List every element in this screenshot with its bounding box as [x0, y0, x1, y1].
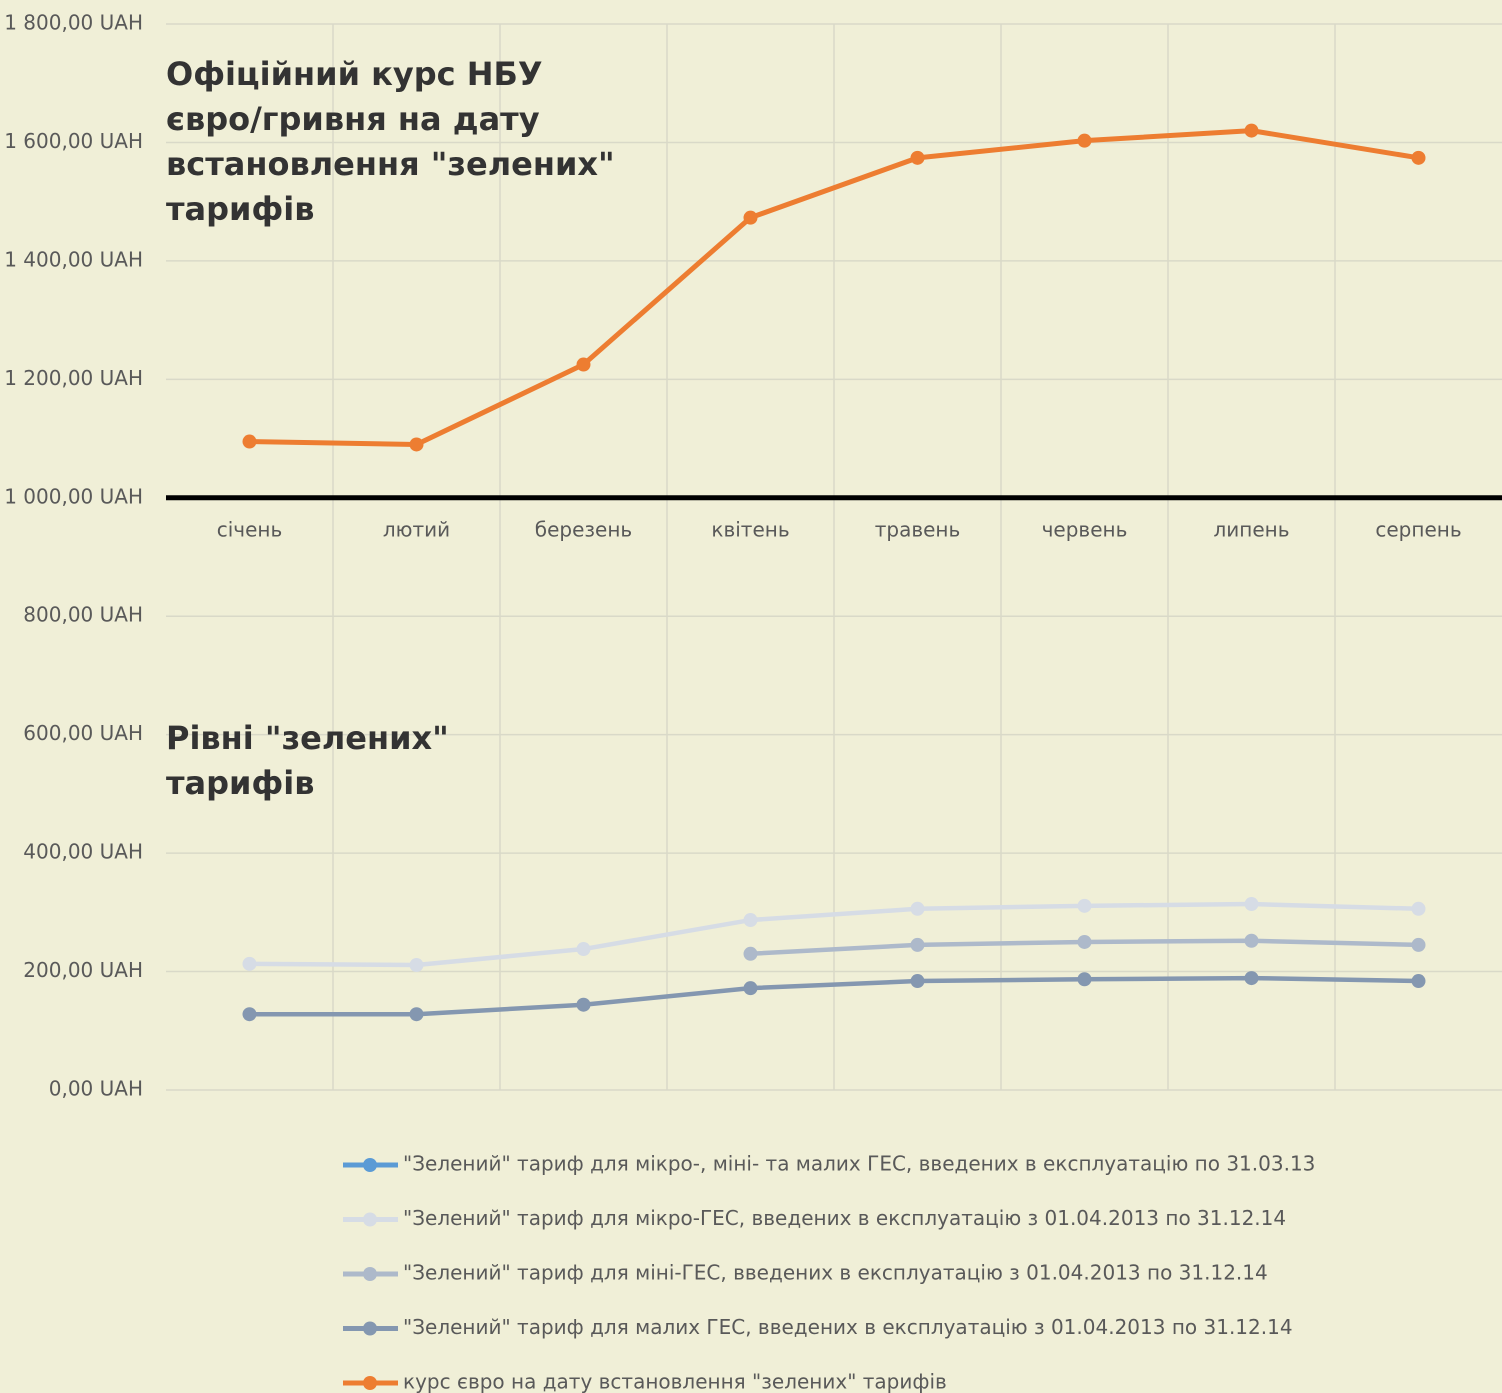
series-marker — [1411, 901, 1426, 916]
legend-marker — [363, 1158, 377, 1172]
series-marker — [910, 974, 925, 989]
series-marker — [743, 981, 758, 996]
series-marker — [242, 956, 257, 971]
x-tick-label: червень — [1042, 517, 1128, 541]
series-marker — [1411, 937, 1426, 952]
series-marker — [1077, 934, 1092, 949]
x-tick-label: травень — [875, 517, 961, 541]
series-marker — [910, 901, 925, 916]
series-marker — [1244, 971, 1259, 986]
annotation: євро/гривня на дату — [166, 100, 540, 138]
series-marker — [409, 958, 424, 973]
series-marker — [576, 997, 591, 1012]
legend-marker — [363, 1212, 377, 1227]
series-marker — [910, 937, 925, 952]
y-tick-label: 1 000,00 UAH — [4, 484, 143, 508]
series-marker — [242, 1007, 257, 1022]
series-marker — [1077, 972, 1092, 987]
legend-label: "Зелений" тариф для малих ГЕС, введених … — [403, 1315, 1293, 1339]
y-tick-label: 0,00 UAH — [49, 1077, 143, 1101]
annotation: встановлення "зелених" — [166, 145, 615, 183]
legend-label: "Зелений" тариф для мікро-ГЕС, введених … — [403, 1206, 1286, 1230]
x-tick-label: липень — [1213, 517, 1289, 541]
x-tick-label: лютий — [383, 517, 450, 541]
y-tick-label: 600,00 UAH — [23, 721, 143, 745]
annotation: Рівні "зелених" — [166, 719, 449, 757]
series-marker — [743, 913, 758, 928]
y-tick-label: 800,00 UAH — [23, 603, 143, 627]
series-marker — [1077, 898, 1092, 913]
legend-marker — [363, 1376, 377, 1390]
legend-marker — [363, 1267, 377, 1281]
y-tick-label: 1 800,00 UAH — [4, 11, 143, 35]
legend-label: "Зелений" тариф для міні-ГЕС, введених в… — [403, 1261, 1268, 1285]
x-tick-label: серпень — [1375, 517, 1461, 541]
series-marker — [1244, 933, 1259, 948]
series-marker — [409, 437, 424, 452]
y-tick-label: 400,00 UAH — [23, 840, 143, 864]
series-marker — [743, 210, 758, 225]
y-tick-label: 1 200,00 UAH — [4, 366, 143, 390]
annotation: тарифів — [166, 190, 314, 228]
annotation: тарифів — [166, 764, 314, 802]
y-tick-label: 1 600,00 UAH — [4, 129, 143, 153]
series-marker — [743, 946, 758, 961]
series-line — [249, 975, 1419, 1017]
series-marker — [1244, 897, 1259, 912]
x-tick-label: квітень — [711, 517, 789, 541]
series-marker — [242, 434, 257, 449]
y-tick-label: 1 400,00 UAH — [4, 247, 143, 271]
series-marker — [1411, 150, 1426, 165]
y-tick-label: 200,00 UAH — [23, 958, 143, 982]
series-marker — [1411, 974, 1426, 989]
series-marker — [576, 357, 591, 372]
legend-label: "Зелений" тариф для мікро-, міні- та мал… — [403, 1152, 1315, 1176]
x-tick-label: березень — [535, 517, 632, 541]
series-marker — [910, 150, 925, 165]
series-line — [249, 128, 1419, 447]
series-line — [249, 901, 1419, 968]
series-marker — [576, 942, 591, 957]
legend-label: курс євро на дату встановлення "зелених"… — [403, 1370, 947, 1393]
legend-marker — [363, 1321, 377, 1336]
series-marker — [409, 1007, 424, 1022]
series-marker — [1244, 123, 1259, 138]
x-tick-label: січень — [217, 517, 283, 541]
annotation: Офіційний курс НБУ — [166, 55, 543, 93]
series-marker — [1077, 133, 1092, 148]
